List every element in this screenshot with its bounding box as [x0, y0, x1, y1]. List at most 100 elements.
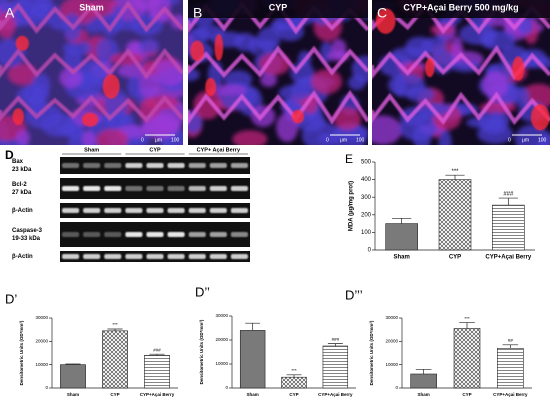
micrograph: A Sham 0 μm 100 — [0, 0, 183, 145]
row-label: Bcl-2 — [12, 182, 27, 188]
tissue-blob — [138, 38, 160, 54]
fold — [0, 94, 183, 123]
error-bar — [286, 374, 302, 378]
band — [209, 232, 227, 237]
y-tick-label: 0 — [45, 385, 48, 390]
x-tick-label: CYP+Açai Berry — [140, 392, 175, 397]
tissue-blob — [537, 133, 550, 145]
band — [104, 208, 122, 213]
row-label: Caspase-3 — [12, 228, 43, 234]
y-tick-label: 0 — [368, 248, 372, 254]
y-axis-label: MDA (µg/mg prot) — [349, 181, 355, 231]
group-label: CYP — [149, 147, 161, 153]
tissue-blob — [333, 107, 362, 130]
bar — [60, 364, 86, 389]
error-bar — [107, 328, 123, 331]
band — [146, 254, 164, 259]
row-label: Bax — [12, 159, 24, 165]
band — [230, 232, 248, 237]
x-tick-label: Sham — [418, 392, 430, 397]
bar-chart: D’’’ 0 10000 20000 30000 Densitometric Units … — [345, 287, 532, 397]
band — [167, 163, 185, 168]
red-spot — [512, 56, 525, 81]
band — [167, 232, 185, 237]
band — [188, 254, 206, 259]
band — [167, 254, 185, 259]
band — [62, 254, 80, 259]
panel-label: C — [377, 5, 387, 21]
red-spot — [425, 58, 435, 78]
scale-start: 0 — [326, 137, 329, 143]
tissue-blob — [127, 75, 141, 98]
tissue-blob — [142, 115, 171, 136]
row-label: β-Actin — [12, 254, 33, 260]
band — [188, 232, 206, 237]
tissue-blob — [393, 75, 407, 97]
error-bar — [245, 322, 261, 331]
fold — [372, 91, 550, 126]
tissue-blob — [482, 71, 509, 99]
scale-start: 0 — [141, 137, 144, 143]
y-tick-label: 20000 — [385, 339, 398, 344]
tissue-blob — [278, 84, 311, 102]
band — [125, 208, 143, 213]
tissue-blob — [301, 121, 341, 145]
tissue-blob — [513, 86, 530, 108]
row-label: β-Actin — [12, 208, 33, 214]
red-spot — [205, 77, 217, 97]
y-tick-label: 30000 — [35, 315, 48, 320]
y-tick-label: 10000 — [385, 362, 398, 367]
tissue-blob — [96, 128, 129, 145]
red-spot — [81, 112, 99, 127]
tissue-blob — [477, 124, 514, 144]
x-tick-label: CYP+Açai Berry — [493, 392, 528, 397]
x-tick-label: CYP — [449, 255, 461, 261]
band — [125, 254, 143, 259]
panel-label: D’’’ — [345, 287, 363, 302]
error-bar — [459, 322, 475, 329]
band — [83, 254, 101, 259]
x-tick-label: CYP — [110, 392, 119, 397]
scale-start: 0 — [508, 137, 511, 143]
y-tick-label: 10000 — [215, 361, 228, 366]
x-tick-label: CYP+Açai Berry — [485, 255, 532, 261]
band — [125, 186, 143, 191]
tissue-blob — [276, 112, 299, 143]
panel-label: A — [5, 5, 15, 21]
band — [62, 163, 80, 168]
band — [209, 208, 227, 213]
tissue-blob — [0, 11, 16, 39]
y-tick-label: 0 — [395, 385, 398, 390]
panel-label: E — [345, 152, 353, 166]
band — [146, 186, 164, 191]
group-label: CYP+ Açai Berry — [197, 147, 241, 153]
band — [62, 232, 80, 237]
tissue-blob — [438, 129, 452, 145]
x-tick-label: Sham — [393, 255, 409, 261]
row-label: 27 kDa — [12, 190, 32, 196]
significance: *** — [112, 322, 118, 327]
band — [146, 232, 164, 237]
fold — [188, 89, 368, 125]
significance: *** — [464, 316, 470, 321]
significance: *** — [291, 368, 297, 373]
tissue-blob — [162, 129, 183, 145]
red-spot — [102, 74, 120, 99]
red-spot — [190, 40, 205, 62]
tissue-blob — [41, 113, 78, 137]
red-spot — [375, 8, 396, 34]
panel-label: B — [193, 5, 202, 21]
tissue-blob — [311, 69, 342, 94]
tissue-blob — [256, 27, 281, 53]
band — [209, 163, 227, 168]
micrograph-image — [0, 0, 183, 145]
tissue-blob — [270, 21, 285, 33]
y-tick-label: 30000 — [385, 315, 398, 320]
micrograph: B CYP 0 μm 100 — [188, 0, 368, 145]
tissue-blob — [459, 23, 498, 45]
tissue-blob — [372, 115, 403, 145]
significance: ## — [508, 338, 514, 343]
y-tick-label: 100 — [361, 230, 372, 236]
y-tick-label: 30000 — [215, 313, 228, 318]
band — [167, 208, 185, 213]
